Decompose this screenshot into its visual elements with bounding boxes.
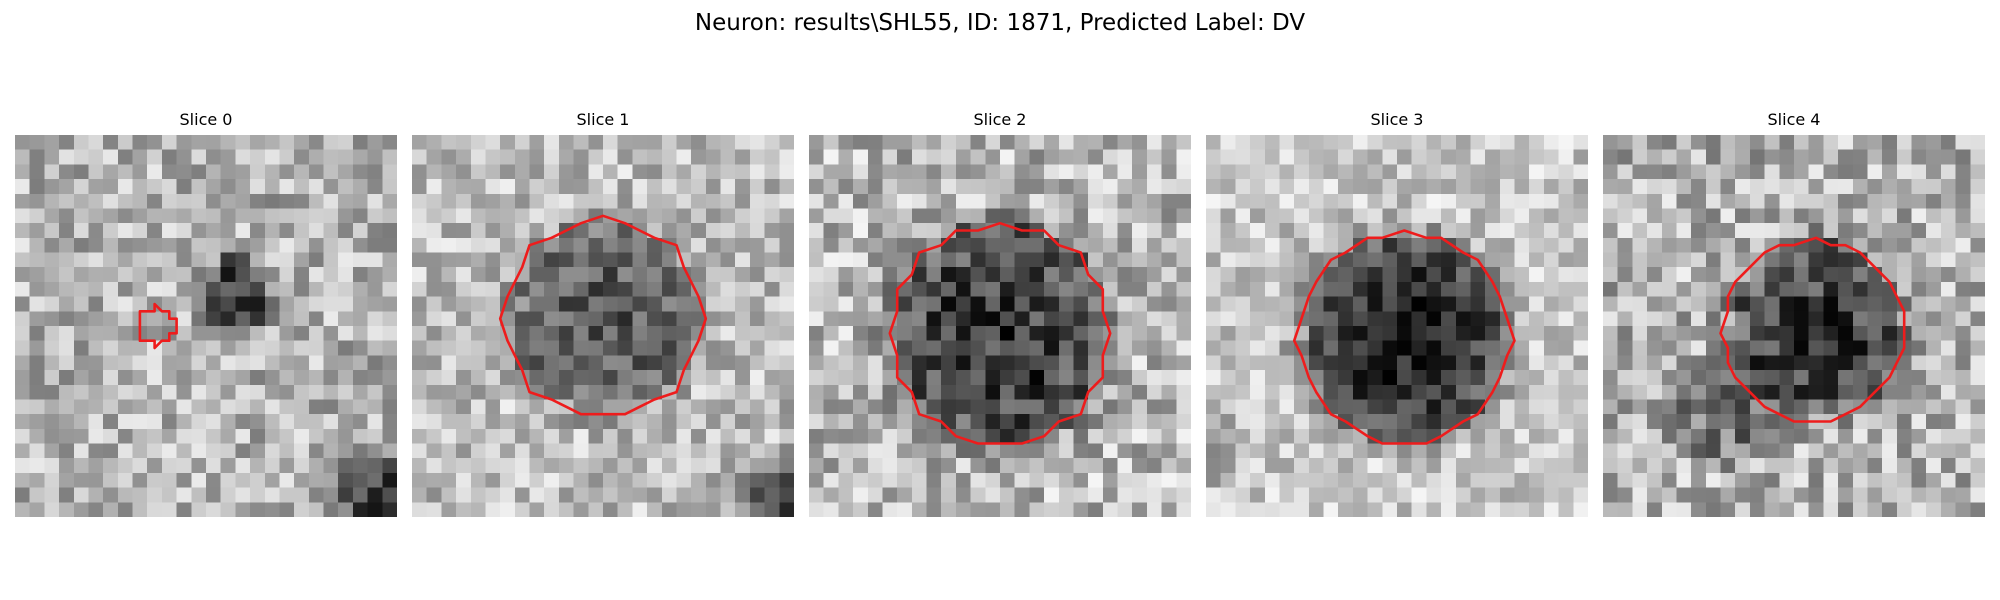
slice-image: [809, 135, 1191, 517]
slice-title: Slice 0: [15, 108, 397, 132]
roi-contour: [1603, 135, 1985, 517]
slice-image: [1206, 135, 1588, 517]
slice-image: [15, 135, 397, 517]
roi-contour: [15, 135, 397, 517]
roi-contour-line: [1294, 231, 1514, 444]
slice-image: [1603, 135, 1985, 517]
slice-title: Slice 1: [412, 108, 794, 132]
roi-contour-line: [140, 304, 177, 348]
roi-contour-line: [500, 216, 706, 414]
figure-title: Neuron: results\SHL55, ID: 1871, Predict…: [0, 6, 2000, 40]
roi-contour: [1206, 135, 1588, 517]
roi-contour: [809, 135, 1191, 517]
slice-title: Slice 3: [1206, 108, 1588, 132]
roi-contour-line: [890, 223, 1110, 443]
slice-title: Slice 4: [1603, 108, 1985, 132]
slice-title: Slice 2: [809, 108, 1191, 132]
slice-image: [412, 135, 794, 517]
roi-contour: [412, 135, 794, 517]
roi-contour-line: [1721, 238, 1905, 422]
